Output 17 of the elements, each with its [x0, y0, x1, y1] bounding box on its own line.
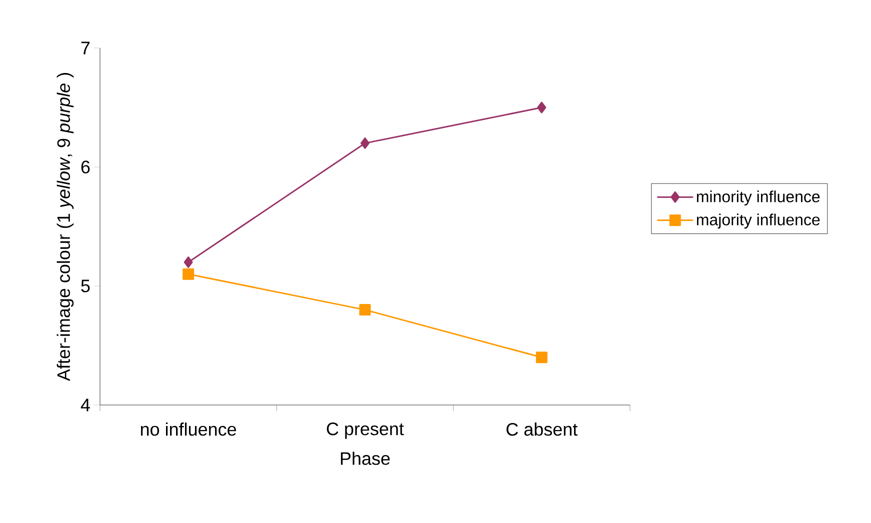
x-tick-label: C absent	[506, 422, 578, 436]
legend-label: majority influence	[696, 214, 820, 229]
y-tick-label: 7	[81, 42, 90, 54]
legend-label: minority influence	[696, 190, 820, 206]
point	[182, 268, 194, 280]
x-tick-label: C present	[326, 422, 404, 439]
point	[537, 102, 546, 114]
point	[360, 137, 370, 149]
point	[536, 352, 548, 364]
y-tick-label: 4	[80, 398, 90, 412]
y-axis-title: After-image colour (1 yellow, 9 purple )	[56, 73, 74, 382]
point	[359, 304, 371, 316]
point	[184, 256, 193, 268]
y-tick-label: 5	[81, 280, 90, 292]
y-tick-label: 6	[81, 160, 90, 174]
x-tick-label: no influence	[140, 422, 236, 436]
x-axis-title: Phase	[340, 452, 390, 465]
